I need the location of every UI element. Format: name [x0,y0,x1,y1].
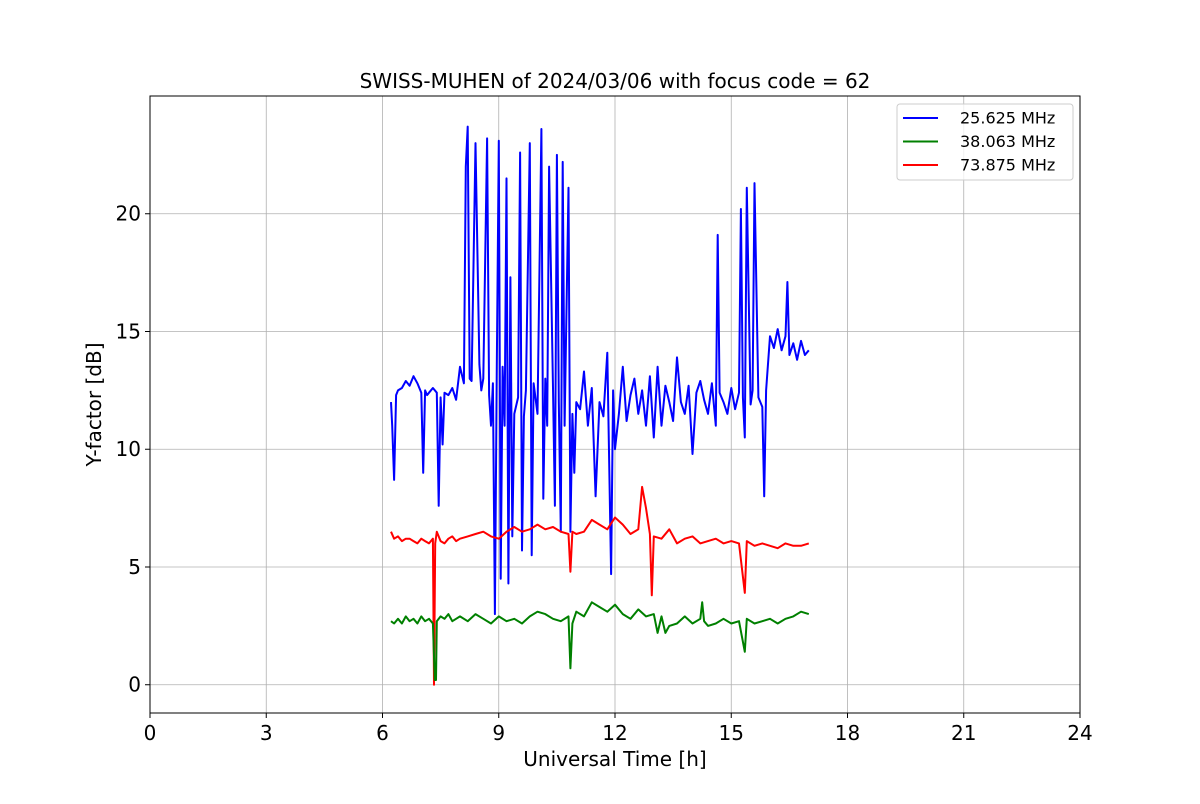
legend-box [896,103,1074,181]
x-tick-label: 3 [260,721,273,745]
y-tick-label: 20 [116,202,141,226]
x-tick-label: 21 [951,721,976,745]
chart-title: SWISS-MUHEN of 2024/03/06 with focus cod… [360,69,871,93]
x-tick-label: 18 [835,721,860,745]
grid [149,96,1081,713]
legend-label-1: 25.625 MHz [960,109,1055,128]
y-tick-label: 0 [128,673,141,697]
y-tick-label: 10 [116,437,141,461]
x-axis-label: Universal Time [h] [523,747,706,771]
legend-label-2: 38.063 MHz [960,132,1055,151]
x-tick-label: 24 [1067,721,1092,745]
x-tick-label: 9 [492,721,505,745]
x-tick-label: 12 [602,721,627,745]
series-layer [390,125,810,686]
x-tick-label: 0 [144,721,157,745]
y-tick-label: 15 [116,319,141,343]
x-tick-label: 6 [376,721,389,745]
legend: 25.625 MHz 38.063 MHz 73.875 MHz [896,103,1074,181]
series-line-3 [390,485,810,686]
y-tick-label: 5 [128,555,141,579]
legend-label-3: 73.875 MHz [960,156,1055,175]
y-axis-label: Y-factor [dB] [82,342,106,467]
ticks: 0 3 6 9 12 15 18 21 24 0 5 10 15 20 [116,202,1093,745]
x-tick-label: 15 [719,721,744,745]
series-line-1 [390,125,810,616]
series-line-2 [390,601,810,681]
